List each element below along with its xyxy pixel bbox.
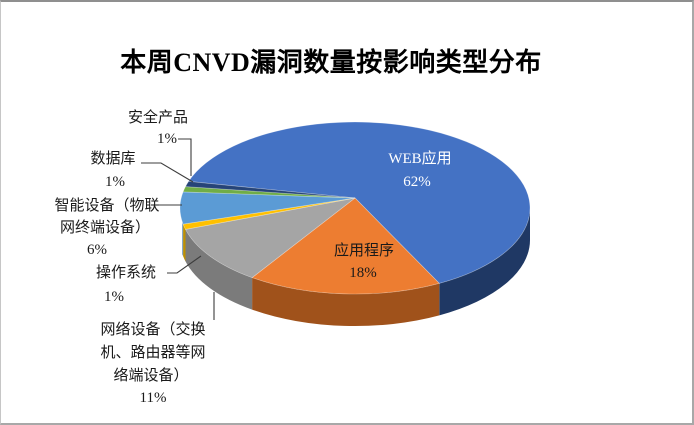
pie-slice-web-side bbox=[439, 208, 531, 316]
pie-slice-os-side bbox=[183, 224, 186, 262]
leader-line-db bbox=[141, 162, 194, 183]
pie-slice-os bbox=[182, 197, 356, 230]
slice-label-security-line1: 安全产品 bbox=[128, 108, 188, 126]
slice-pct-web: 62% bbox=[403, 174, 431, 190]
slice-label-web: WEB应用 bbox=[388, 149, 451, 167]
slice-pct-security: 1% bbox=[157, 131, 177, 147]
pie-slice-app-side bbox=[252, 277, 440, 327]
pie-slice-iot bbox=[179, 191, 356, 225]
pie-slice-iot-side bbox=[182, 222, 184, 257]
slice-label-iot-line2: 网终端设备） bbox=[60, 219, 150, 236]
slice-pct-iot: 6% bbox=[87, 242, 107, 258]
slice-label-os-line1: 操作系统 bbox=[96, 264, 156, 281]
pie-slice-network-side bbox=[185, 229, 253, 310]
pie-slice-security bbox=[184, 181, 356, 199]
slice-pct-os: 1% bbox=[104, 289, 124, 305]
leader-line-security bbox=[178, 138, 192, 176]
slice-label-network-line1: 网络设备（交换 bbox=[100, 320, 205, 338]
slice-pct-network: 11% bbox=[140, 390, 167, 406]
pie-slice-db bbox=[182, 186, 356, 199]
pie-slice-web bbox=[187, 121, 531, 284]
slice-pct-app: 18% bbox=[349, 265, 377, 281]
slice-label-iot-line1: 智能设备（物联 bbox=[54, 196, 159, 214]
slice-label-network-line3: 络端设备） bbox=[113, 367, 188, 384]
slice-label-db-line1: 数据库 bbox=[90, 150, 135, 167]
pie-slice-app bbox=[251, 197, 440, 295]
slice-pct-db: 1% bbox=[105, 174, 125, 190]
chart-title: 本周CNVD漏洞数量按影响类型分布 bbox=[120, 48, 542, 77]
slice-label-app: 应用程序 bbox=[334, 241, 394, 259]
pie-slice-network bbox=[184, 197, 356, 278]
slice-label-network-line2: 机、路由器等网 bbox=[100, 343, 205, 361]
leader-line-os bbox=[167, 255, 202, 274]
